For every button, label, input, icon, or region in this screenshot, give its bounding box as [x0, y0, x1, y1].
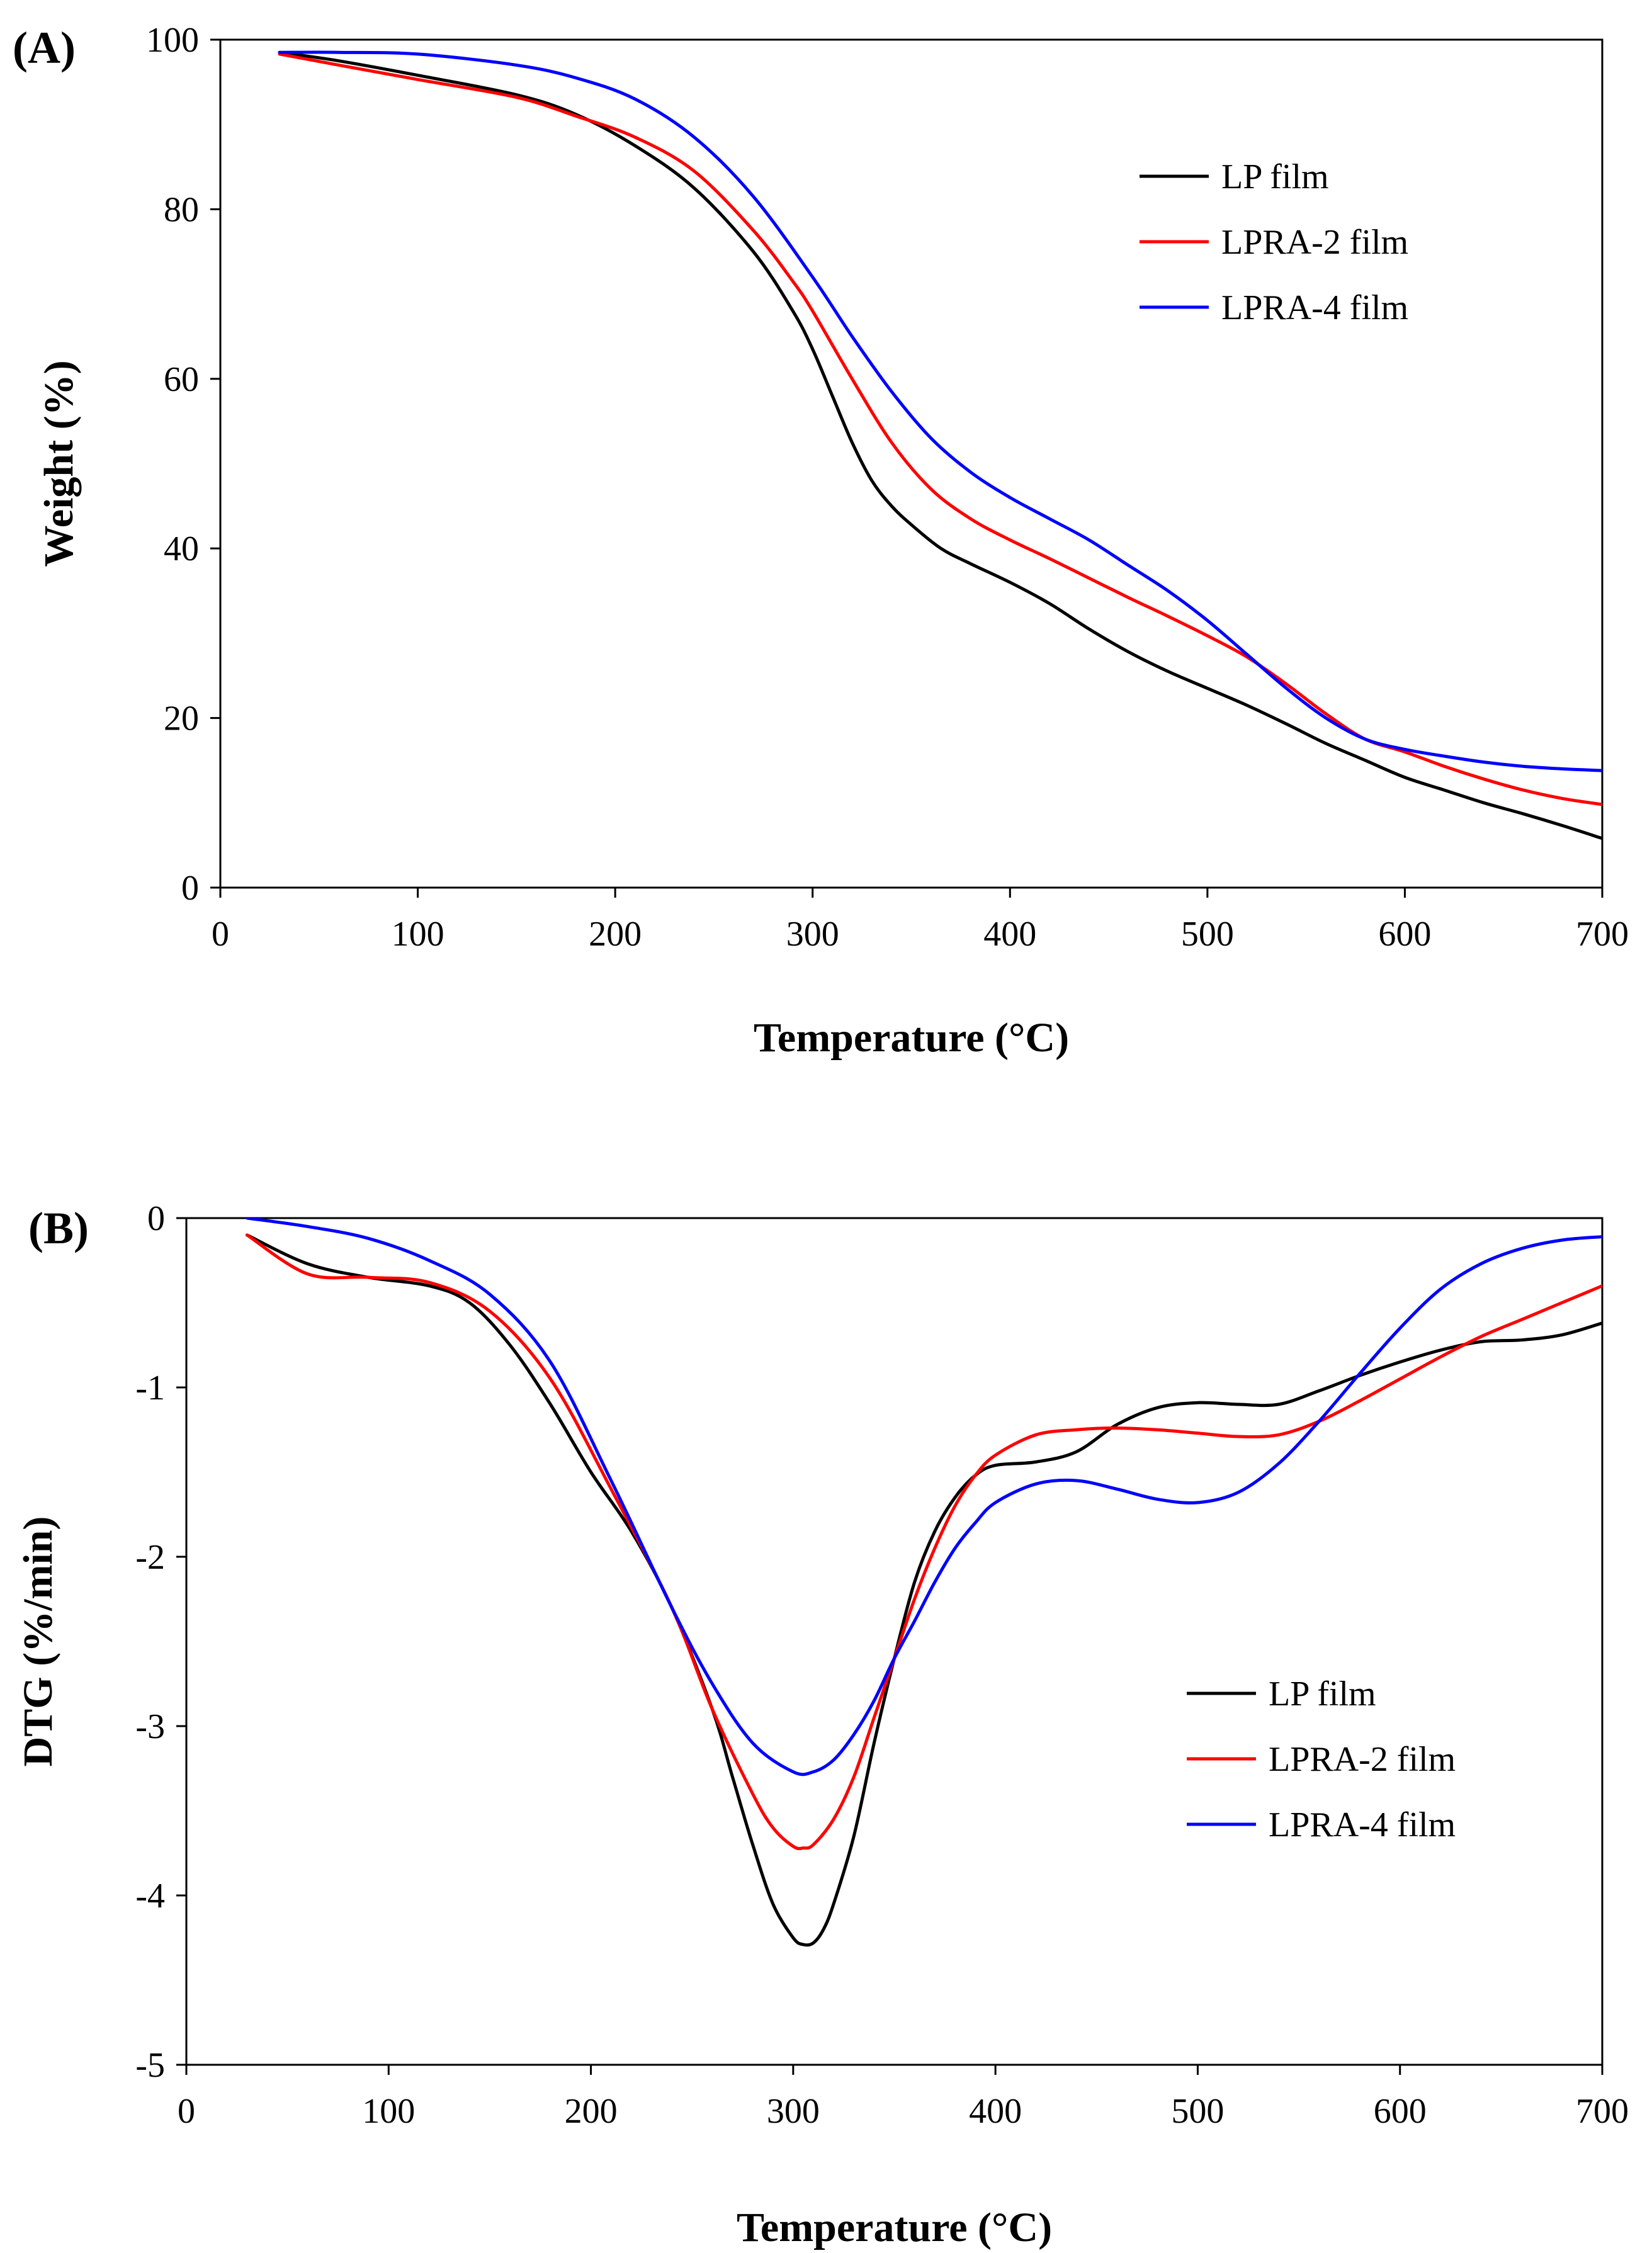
y-tick-label: 60 [164, 360, 199, 399]
x-tick-label: 600 [1378, 915, 1431, 954]
x-tick-label: 500 [1171, 2092, 1224, 2131]
x-axis-title: Temperature (°C) [754, 1015, 1069, 1061]
panel-a-chart: 0 100 200 300 400 500 600 700 0 20 40 60 80 100 Temper… [13, 21, 1629, 1061]
y-tick-label: 0 [147, 1199, 165, 1238]
y-tick-label: 100 [146, 21, 199, 60]
series-line-lpra-2-film [278, 52, 1602, 806]
legend-label: LPRA-2 film [1269, 1740, 1456, 1779]
y-tick-label: -3 [135, 1707, 165, 1746]
x-tick-label: 200 [589, 915, 642, 954]
legend-label: LPRA-2 film [1221, 223, 1408, 262]
panel-label: (A) [13, 23, 76, 73]
series-line-lp-film [278, 50, 1602, 840]
y-tick-label: -2 [135, 1538, 165, 1577]
x-axis-title: Temperature (°C) [737, 2205, 1052, 2250]
y-tick-label: -5 [135, 2046, 165, 2085]
x-tick-label: 200 [565, 2092, 618, 2131]
x-tick-label: 400 [983, 915, 1036, 954]
x-tick-label: 700 [1576, 2092, 1629, 2131]
x-tick-label: 100 [392, 915, 444, 954]
x-tick-label: 0 [212, 915, 229, 954]
y-tick-label: -4 [135, 1877, 165, 1916]
y-tick-label: 80 [164, 190, 199, 229]
x-tick-label: 300 [786, 915, 839, 954]
x-tick-label: 300 [767, 2092, 820, 2131]
y-tick-label: 20 [164, 699, 199, 738]
y-tick-label: 40 [164, 529, 199, 568]
panel-b-chart: 0 100 200 300 400 500 600 700 0 -1 -2 -3 -4 -5 Tempera… [15, 1199, 1629, 2250]
legend-label: LP film [1269, 1674, 1376, 1714]
y-tick-label: -1 [135, 1369, 165, 1408]
series-line-lpra-4-film [278, 50, 1602, 772]
x-tick-label: 500 [1181, 915, 1234, 954]
y-axis-title: DTG (%/min) [15, 1516, 61, 1767]
x-tick-label: 700 [1576, 915, 1629, 954]
legend-label: LPRA-4 film [1269, 1805, 1456, 1844]
x-tick-label: 600 [1374, 2092, 1427, 2131]
x-tick-label: 400 [969, 2092, 1022, 2131]
plot-area-frame [219, 38, 1604, 889]
x-tick-label: 0 [178, 2092, 195, 2131]
series-line-lpra-4-film [245, 1218, 1602, 1776]
y-axis-title: Weight (%) [36, 360, 82, 567]
legend-label: LP film [1221, 157, 1329, 196]
y-tick-label: 0 [181, 869, 199, 908]
panel-label: (B) [28, 1203, 89, 1253]
plot-area-frame [185, 1217, 1604, 2066]
legend-label: LPRA-4 film [1221, 288, 1408, 327]
x-tick-label: 100 [362, 2092, 415, 2131]
series-line-lp-film [245, 1233, 1602, 1947]
